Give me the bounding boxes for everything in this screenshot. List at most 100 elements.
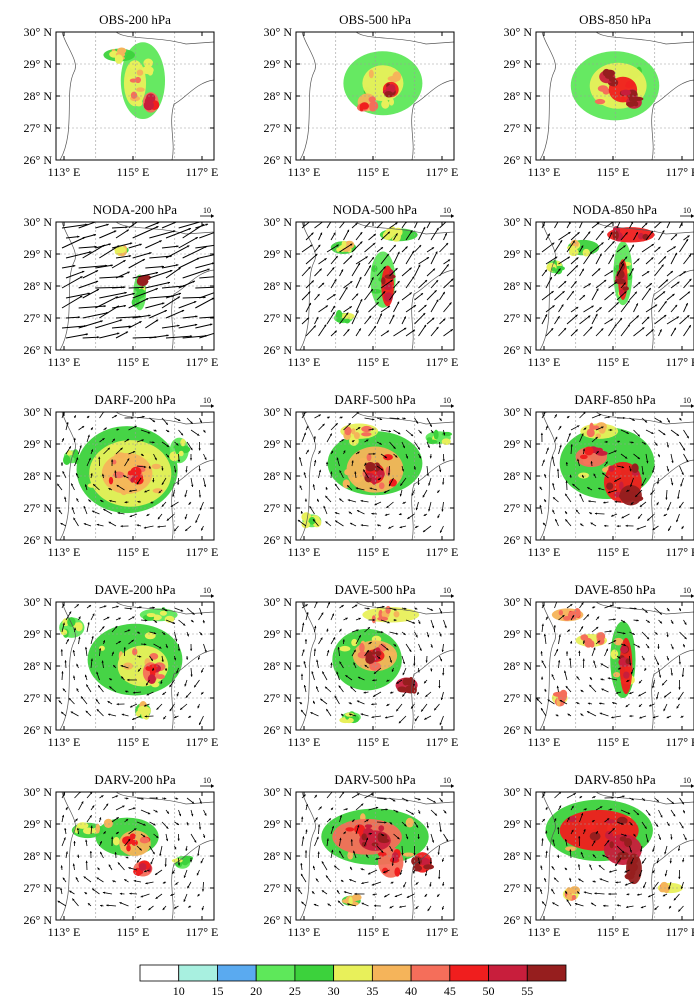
reflectivity-cell bbox=[130, 91, 138, 99]
colorbar-swatch bbox=[410, 964, 451, 982]
lat-tick-label: 29° N bbox=[24, 57, 53, 71]
lat-tick-label: 26° N bbox=[504, 533, 533, 547]
reflectivity-cell bbox=[551, 267, 556, 272]
reflectivity-cell bbox=[620, 89, 632, 96]
reflectivity-cell bbox=[95, 823, 100, 834]
lon-tick-label: 113° E bbox=[48, 165, 81, 179]
lat-tick-label: 30° N bbox=[264, 405, 293, 419]
reference-vector-label: 10 bbox=[443, 206, 451, 215]
gridlines bbox=[536, 792, 694, 920]
gridlines bbox=[296, 792, 454, 920]
reflectivity-cell bbox=[383, 285, 393, 290]
panel-title: DARV-500 hPa bbox=[334, 772, 415, 787]
boundary-lines bbox=[59, 32, 214, 160]
reflectivity-cell bbox=[164, 615, 175, 623]
boundary-lines bbox=[59, 412, 214, 540]
lon-tick-label: 113° E bbox=[288, 545, 321, 559]
lat-tick-label: 27° N bbox=[264, 311, 293, 325]
lat-tick-label: 27° N bbox=[24, 501, 53, 515]
wind-vectors bbox=[61, 222, 214, 339]
reflectivity-cell bbox=[620, 646, 629, 654]
reference-vector-label: 10 bbox=[683, 586, 691, 595]
lon-tick-label: 113° E bbox=[288, 165, 321, 179]
reflectivity-cell bbox=[397, 686, 407, 693]
lat-tick-label: 29° N bbox=[24, 437, 53, 451]
reflectivity-cell bbox=[117, 47, 127, 54]
lon-tick-label: 113° E bbox=[528, 925, 561, 939]
reflectivity-cell bbox=[371, 615, 376, 624]
reference-vector-label: 10 bbox=[203, 776, 211, 785]
reflectivity-cell bbox=[364, 824, 373, 829]
colorbar-swatch bbox=[449, 964, 489, 982]
reflectivity-cell bbox=[578, 472, 590, 479]
lon-tick-label: 117° E bbox=[426, 735, 459, 749]
reflectivity-cell bbox=[130, 466, 142, 477]
lat-tick-label: 28° N bbox=[24, 469, 53, 483]
reflectivity-cell bbox=[370, 289, 382, 294]
lon-tick-label: 113° E bbox=[48, 355, 81, 369]
lon-tick-label: 113° E bbox=[528, 355, 561, 369]
lat-tick-label: 26° N bbox=[264, 343, 293, 357]
lat-tick-label: 26° N bbox=[24, 913, 53, 927]
colorbar-label: 10 bbox=[173, 984, 185, 998]
reflectivity-cell bbox=[571, 894, 577, 901]
lon-tick-label: 113° E bbox=[528, 165, 561, 179]
lat-tick-label: 29° N bbox=[504, 437, 533, 451]
reflectivity-cell bbox=[557, 691, 563, 702]
reflectivity-cell bbox=[589, 422, 594, 433]
wind-vectors bbox=[57, 792, 207, 911]
reflectivity-cell bbox=[595, 433, 601, 439]
reflectivity-cell bbox=[378, 825, 385, 832]
boundary-lines bbox=[299, 602, 454, 730]
reflectivity-cell bbox=[366, 453, 372, 462]
lon-tick-label: 117° E bbox=[186, 545, 219, 559]
reflectivity-cell bbox=[344, 318, 351, 324]
reflectivity-cell bbox=[384, 91, 394, 98]
panel-title: OBS-200 hPa bbox=[99, 12, 171, 27]
reflectivity-cell bbox=[378, 482, 385, 490]
reflectivity-cell bbox=[138, 862, 147, 871]
lon-tick-label: 117° E bbox=[666, 735, 694, 749]
lat-tick-label: 27° N bbox=[264, 691, 293, 705]
colorbar-label: 30 bbox=[328, 984, 340, 998]
colorbar-label: 15 bbox=[211, 984, 223, 998]
gridlines bbox=[56, 32, 214, 160]
reflectivity-cell bbox=[441, 438, 451, 446]
panel-title: NODA-850 hPa bbox=[573, 202, 657, 217]
lon-tick-label: 117° E bbox=[426, 925, 459, 939]
reflectivity-cell bbox=[108, 476, 114, 485]
reflectivity-cell bbox=[361, 833, 367, 841]
reflectivity-cell bbox=[610, 649, 619, 660]
lon-tick-label: 115° E bbox=[597, 545, 630, 559]
reflectivity-cell bbox=[566, 894, 574, 901]
reflectivity-cell bbox=[392, 71, 402, 82]
reflectivity-cell bbox=[388, 478, 397, 487]
wind-vectors bbox=[299, 602, 447, 726]
lon-tick-label: 115° E bbox=[117, 165, 150, 179]
lat-tick-label: 28° N bbox=[264, 659, 293, 673]
reflectivity-cell bbox=[339, 645, 351, 652]
boundary-lines bbox=[59, 792, 214, 920]
reflectivity-cell bbox=[613, 637, 624, 646]
reflectivity-cell bbox=[114, 54, 124, 64]
lat-tick-label: 27° N bbox=[504, 691, 533, 705]
lat-tick-label: 26° N bbox=[24, 723, 53, 737]
lat-tick-label: 28° N bbox=[264, 279, 293, 293]
reflectivity-cell bbox=[345, 827, 355, 832]
lon-tick-label: 115° E bbox=[357, 355, 390, 369]
lon-tick-label: 115° E bbox=[597, 735, 630, 749]
reflectivity-cell bbox=[385, 605, 391, 614]
reflectivity-cell bbox=[381, 99, 390, 109]
gridlines bbox=[296, 32, 454, 160]
reflectivity-cell bbox=[622, 286, 629, 291]
colorbar-swatch bbox=[333, 964, 373, 982]
lat-tick-label: 26° N bbox=[504, 343, 533, 357]
reflectivity-cell bbox=[426, 439, 438, 445]
reflectivity-cell bbox=[642, 233, 649, 240]
wind-vectors bbox=[539, 792, 687, 912]
lat-tick-label: 29° N bbox=[504, 817, 533, 831]
reflectivity-cell bbox=[132, 648, 138, 656]
